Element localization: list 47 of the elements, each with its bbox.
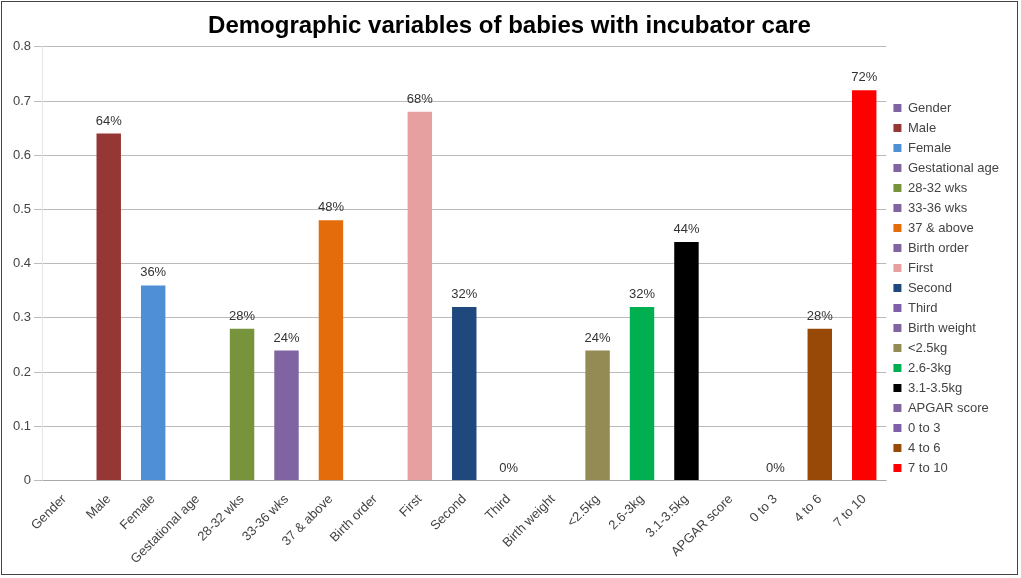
data-label: 0% [765, 459, 786, 475]
legend-label: 3.1-3.5kg [907, 379, 963, 395]
legend-label: Second [907, 279, 953, 295]
legend-label: First [907, 259, 934, 275]
y-tick-label: 0.3 [12, 309, 32, 325]
y-tick-label: 0.2 [12, 363, 32, 379]
data-label: 44% [673, 221, 700, 237]
chart-title: Demographic variables of babies with incubator care [208, 11, 811, 39]
legend-label: 28-32 wks [907, 179, 968, 195]
data-label: 36% [140, 264, 167, 280]
legend-label: 33-36 wks [907, 199, 968, 215]
legend-label: 37 & above [907, 219, 974, 235]
data-label: 68% [406, 90, 434, 106]
legend-label: Gestational age [907, 159, 1000, 175]
data-label: 64% [95, 112, 123, 128]
y-tick-label: 0.7 [12, 92, 32, 108]
legend-label: Gender [907, 99, 952, 115]
y-tick-label: 0.6 [12, 146, 32, 162]
x-tick-label: 0 to 3 [746, 491, 780, 525]
data-label: 0% [499, 459, 519, 475]
data-label: 24% [584, 329, 612, 345]
data-label: 32% [451, 286, 478, 302]
legend-label: 7 to 10 [907, 459, 948, 475]
legend-label: 2.6-3kg [907, 359, 952, 375]
data-label: 28% [806, 307, 834, 323]
data-label: 72% [851, 69, 878, 85]
legend-label: 0 to 3 [907, 419, 941, 435]
y-tick-label: 0.8 [12, 38, 32, 54]
data-label: 32% [629, 286, 656, 302]
y-tick-label: 0 [23, 472, 32, 488]
x-tick-label: 7 to 10 [830, 491, 869, 530]
legend-label: Male [907, 119, 937, 135]
legend-label: Female [907, 139, 952, 155]
legend-label: APGAR score [907, 399, 989, 415]
legend-label: Birth order [907, 239, 970, 255]
y-tick-label: 0.1 [12, 417, 32, 433]
y-tick-label: 0.4 [12, 255, 32, 271]
x-tick-label: 4 to 6 [790, 491, 825, 525]
legend-label: Birth weight [907, 319, 977, 335]
legend-label: Third [907, 299, 938, 315]
data-label: 48% [317, 199, 345, 215]
data-label: 24% [273, 329, 300, 345]
data-label: 28% [229, 307, 256, 323]
legend-label: 4 to 6 [907, 439, 941, 455]
legend-label: <2.5kg [907, 339, 948, 355]
y-tick-label: 0.5 [12, 201, 32, 217]
x-tick-label: First [395, 490, 425, 520]
